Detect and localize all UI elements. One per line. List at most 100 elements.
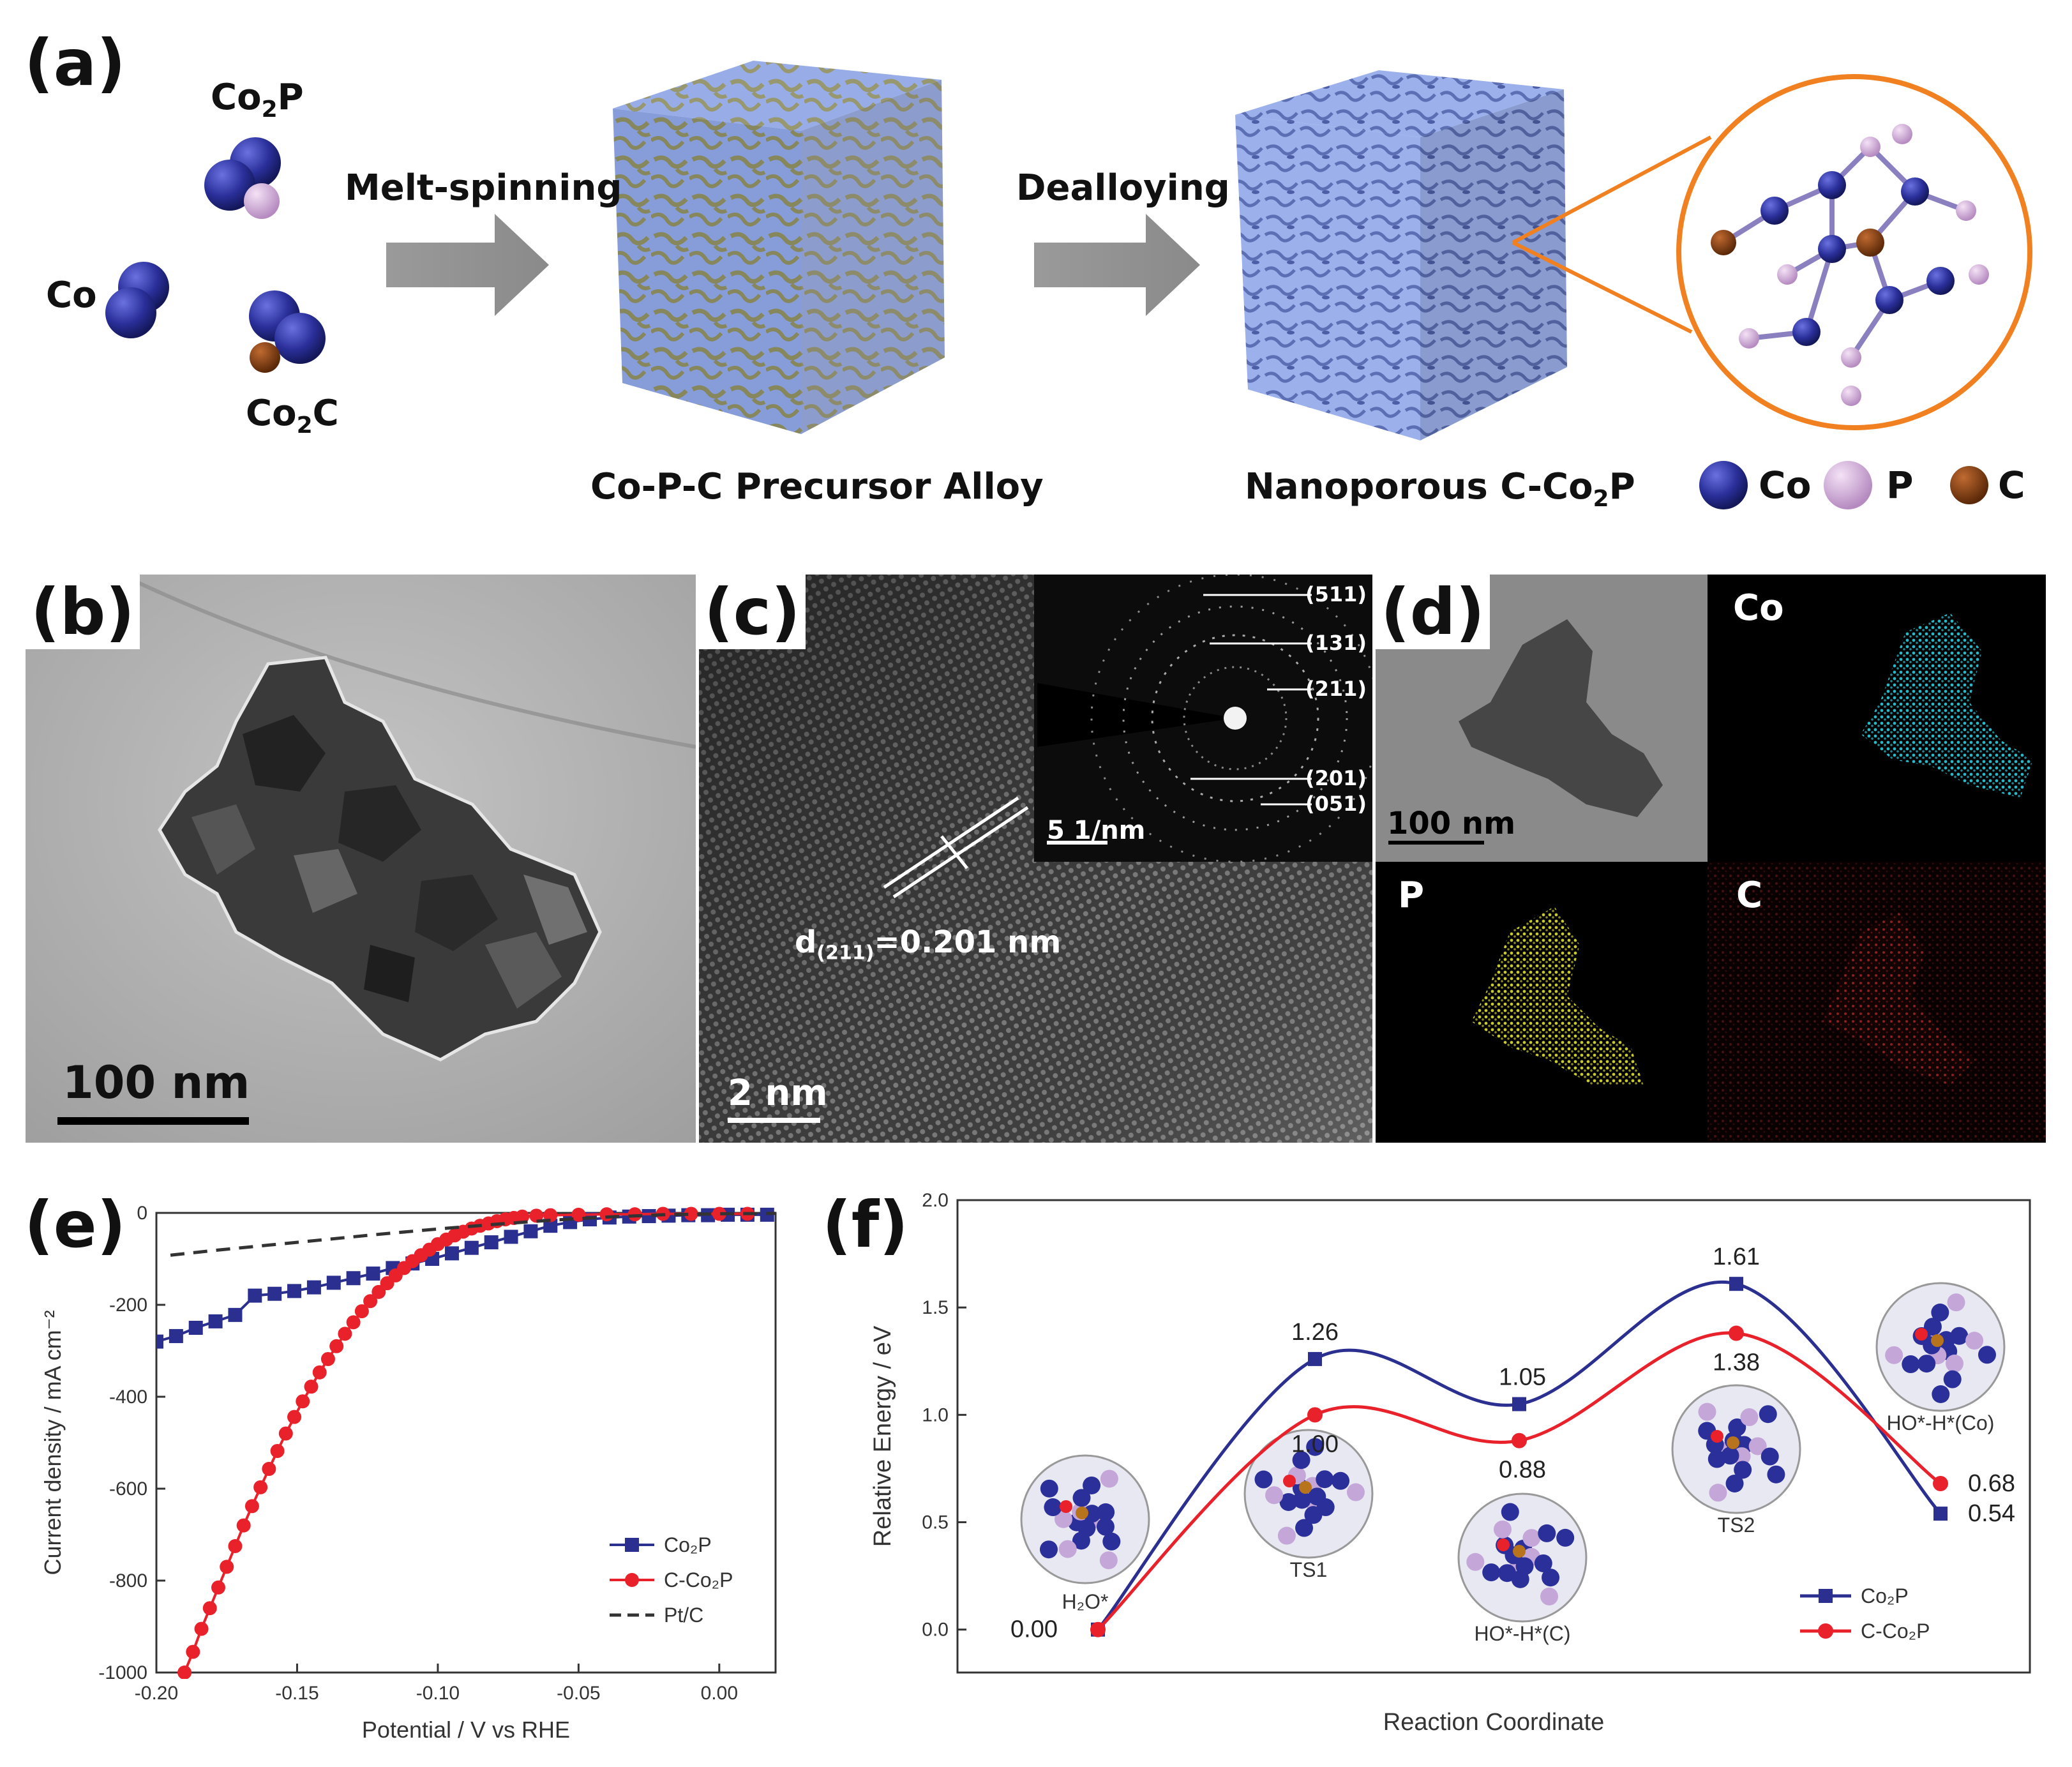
map-p-label: P [1398,875,1425,916]
data-point [1729,1325,1744,1341]
legend-c-label: C [1998,463,2025,507]
legend-marker [1819,1589,1833,1603]
category-label: HO*-H*(C) [1474,1622,1570,1645]
y-tick-label: -600 [109,1478,147,1500]
data-point [712,1207,726,1221]
zoom-line-bottom [1512,241,1693,334]
arrow-dealloying [1034,214,1200,316]
arrow-melt-spinning [386,214,549,316]
co-atom-2 [105,287,156,338]
chart-f: 0.0 0.5 1.0 1.5 2.0 Reaction Coordinate Relati… [869,1190,2031,1736]
data-point [270,1443,285,1458]
structure-snapshot [1875,1282,2006,1412]
data-point [444,1246,459,1261]
panel-c-scale-label: 2 nm [728,1072,828,1114]
saed-ring-511: (511) [1305,582,1367,606]
data-point [312,1365,327,1380]
y-axis-label: Relative Energy / eV [869,1325,896,1547]
x-axis-label: Potential / V vs RHE [362,1717,570,1743]
data-point [515,1209,530,1224]
co2c-co-atom-2 [274,313,326,364]
data-point [262,1462,276,1477]
data-point [186,1644,200,1659]
legend-co-atom [1699,461,1748,509]
panel-b-scale-bar [57,1117,249,1125]
y-tick-label: 0.0 [922,1620,949,1641]
data-point [504,1229,518,1244]
data-label: 0.00 [1010,1616,1058,1643]
data-point [363,1294,378,1309]
data-label: 1.38 [1713,1350,1760,1376]
y-tick-label: -800 [109,1570,147,1591]
data-point [177,1665,192,1679]
crystal-atoms [1711,124,1989,406]
data-point [287,1410,302,1424]
panel-f-label: (f) [822,1187,908,1262]
y-tick-label: 0.5 [922,1512,949,1533]
data-point [329,1339,344,1353]
x-tick-label: -0.15 [275,1683,319,1704]
precursor-caption: Co-P-C Precursor Alloy [590,466,1044,508]
data-point [1512,1432,1527,1448]
panel-c-label: (c) [699,575,806,649]
saed-inset [1034,575,1372,863]
data-point [543,1219,558,1233]
data-label: 0.54 [1968,1500,2015,1527]
saed-scale-label: 5 1/nm [1047,816,1146,845]
co-map-blob [1861,613,2033,798]
legend-label: Co₂P [664,1533,712,1556]
data-point [354,1304,369,1319]
x-tick-label: -0.20 [135,1683,178,1704]
data-point [296,1394,310,1409]
y-axis-label: Current density / mA cm⁻² [40,1310,66,1575]
data-point [599,1207,614,1222]
series-line [183,1212,747,1673]
data-point [202,1601,217,1616]
data-point [278,1426,293,1441]
data-point [188,1321,203,1335]
data-point [571,1207,586,1222]
panel-b-label: (b) [26,575,140,649]
legend-label: Co₂P [1861,1584,1909,1607]
legend-p-atom [1824,461,1872,509]
data-point [1307,1407,1323,1423]
nanoporous-caption: Nanoporous C-Co2P [1245,466,1635,513]
data-point [320,1351,335,1366]
x-tick-label: -0.10 [416,1683,460,1704]
data-point [228,1539,243,1553]
data-point [684,1207,698,1221]
tem-image [26,575,696,1143]
data-point [169,1328,183,1343]
data-point [464,1240,479,1255]
category-label: HO*-H*(Co) [1887,1411,1995,1434]
data-label: 1.26 [1291,1319,1339,1346]
structure-snapshot [1020,1454,1150,1584]
data-point [236,1518,251,1533]
data-point [244,1499,259,1514]
panel-d-label: (d) [1376,575,1490,649]
y-tick-label: 1.5 [922,1297,949,1318]
zoom-circle [1676,74,2032,430]
data-point [306,1280,321,1295]
data-point [1933,1476,1948,1491]
saed-ring-211: (211) [1305,677,1367,701]
map-co-label: Co [1733,587,1784,629]
saed-ring-051: (051) [1305,792,1367,816]
data-label: 0.88 [1499,1457,1546,1484]
x-axis-label: Reaction Coordinate [1383,1709,1604,1736]
legend-marker [625,1573,639,1587]
co2p-label: Co2P [211,77,304,123]
hrtem-image [699,575,1372,1143]
x-tick-label: -0.05 [557,1683,600,1704]
y-tick-label: 0 [137,1203,147,1224]
data-point [248,1288,262,1303]
panel-b: (b) 100 nm [26,575,696,1143]
data-label: 0.68 [1968,1470,2015,1497]
data-point [523,1224,538,1238]
legend-co-label: Co [1759,463,1812,507]
data-point [366,1267,380,1281]
y-tick-label: -200 [109,1295,147,1316]
chart-e: -0.20 -0.15 -0.10 -0.05 0.00 0 -200 -400 -600 -80… [40,1203,777,1743]
d-spacing-lines [883,796,1029,899]
data-point [228,1307,243,1322]
